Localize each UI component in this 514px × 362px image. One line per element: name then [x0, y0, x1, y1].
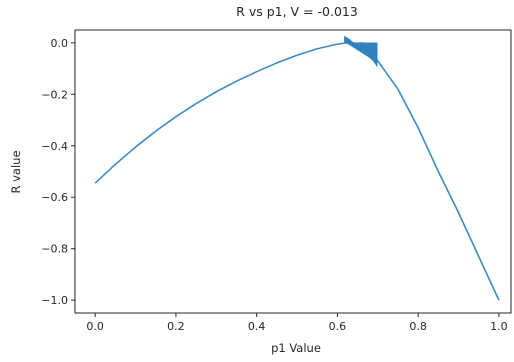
axes-frame	[74, 29, 512, 314]
y-tick-label: −0.2	[41, 88, 68, 101]
x-tick-label: 0.8	[409, 320, 427, 333]
y-tick-label: −1.0	[41, 294, 68, 307]
x-tick-label: 0.4	[248, 320, 266, 333]
chart-title: R vs p1, V = -0.013	[236, 4, 358, 19]
x-tick-label: 0.2	[167, 320, 185, 333]
y-tick-label: −0.6	[41, 191, 68, 204]
y-axis-ticks: 0.0 −0.2 −0.4 −0.6 −0.8 −1.0	[41, 37, 75, 307]
y-tick-label: −0.8	[41, 243, 68, 256]
x-axis-label: p1 Value	[271, 341, 321, 355]
plot-area	[94, 35, 500, 301]
x-tick-label: 0.0	[86, 320, 104, 333]
y-axis-label: R value	[9, 150, 23, 193]
x-axis-ticks: 0.0 0.2 0.4 0.6 0.8 1.0	[86, 313, 508, 333]
series-line	[94, 42, 500, 301]
y-tick-label: 0.0	[51, 37, 69, 50]
x-tick-label: 0.6	[329, 320, 347, 333]
x-tick-label: 1.0	[490, 320, 508, 333]
y-tick-label: −0.4	[41, 140, 68, 153]
